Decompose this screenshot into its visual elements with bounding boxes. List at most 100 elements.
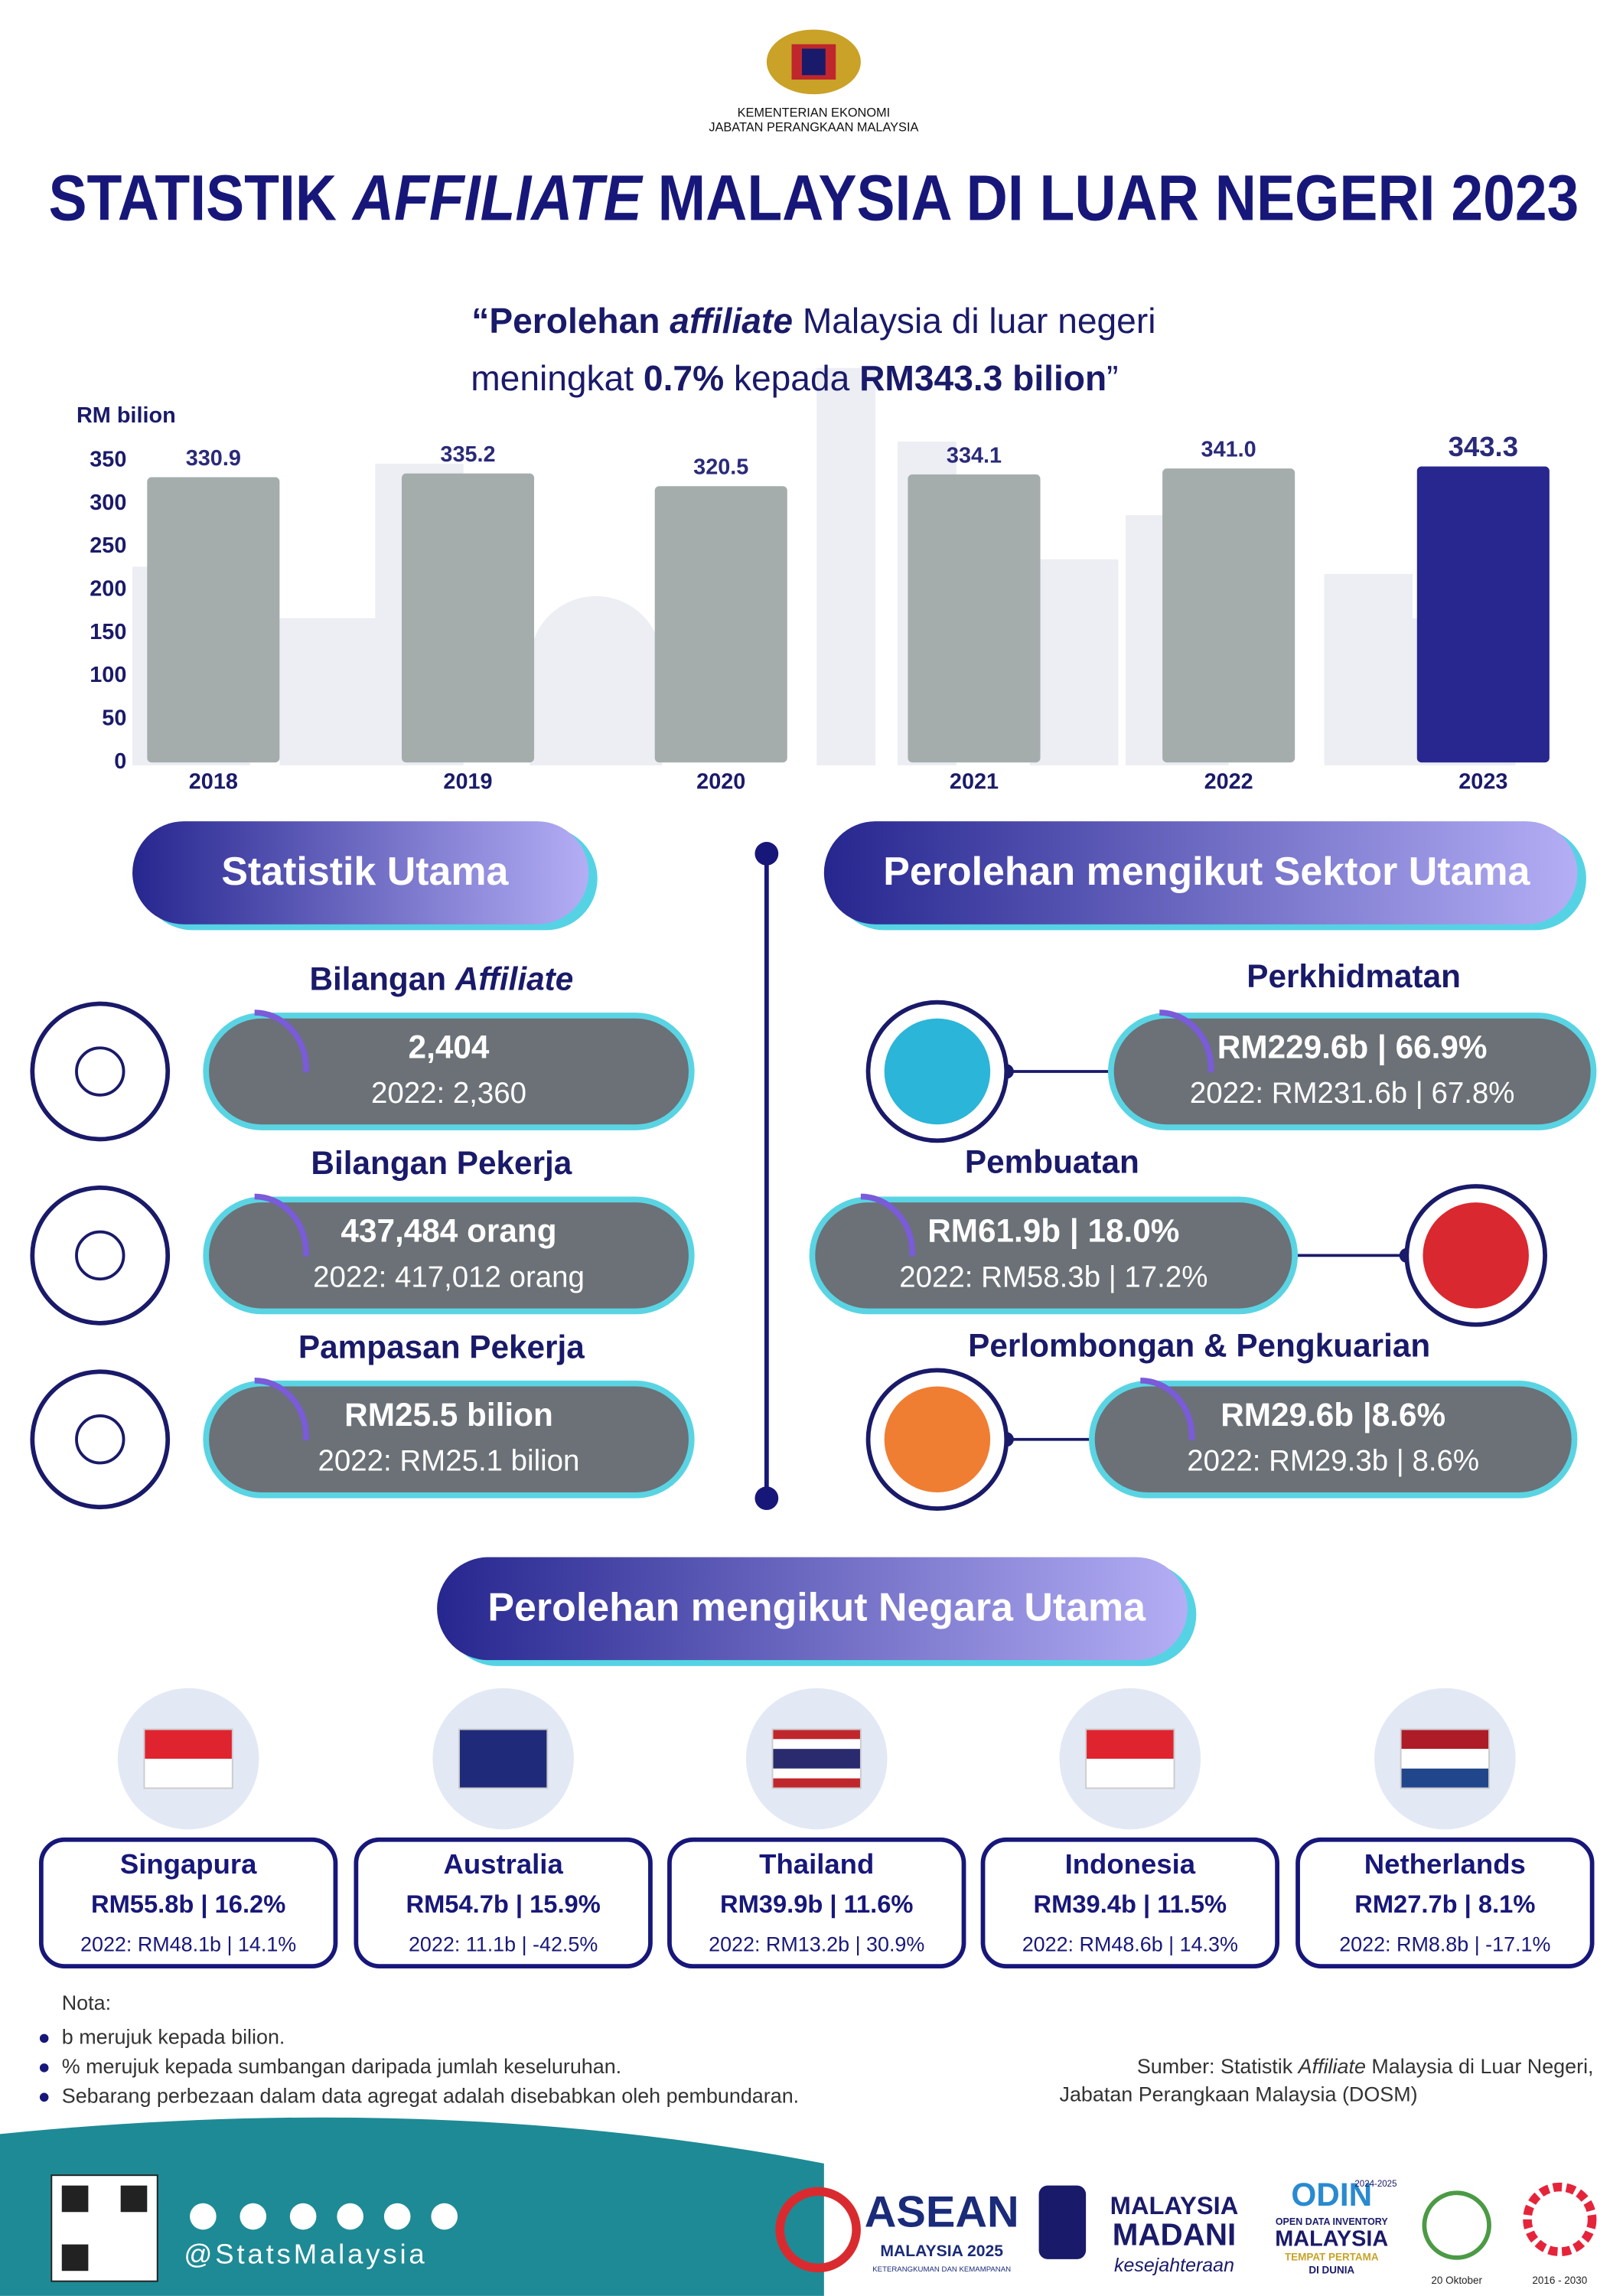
flag xyxy=(1400,1729,1490,1750)
value-label: 341.0 xyxy=(1201,438,1256,462)
note: b merujuk kepada bilion. xyxy=(62,2025,285,2048)
logo xyxy=(775,2187,861,2273)
y-tick-label: 50 xyxy=(102,706,126,731)
country-value: RM55.8b | 16.2% xyxy=(91,1890,285,1918)
stat-icon xyxy=(75,1230,125,1281)
stat-label-part: Pampasan Pekerja xyxy=(298,1329,585,1365)
quote-line: “Perolehan affiliate Malaysia di luar ne… xyxy=(471,301,1155,341)
quote-part: kepada xyxy=(724,358,859,398)
note: Sebarang perbezaan dalam data agregat ad… xyxy=(62,2084,799,2107)
source: Sumber: Statistik Affiliate Malaysia di … xyxy=(1137,2055,1594,2078)
y-tick-label: 200 xyxy=(90,577,126,602)
value-label: 330.9 xyxy=(186,446,241,471)
quote-part: “Perolehan xyxy=(471,301,670,341)
quote-part: affiliate xyxy=(670,301,793,341)
value-card-accent xyxy=(1105,1009,1214,1133)
source-part: Sumber: Statistik xyxy=(1137,2055,1299,2078)
notes-title: Nota: xyxy=(62,1991,111,2014)
country-previous: 2022: RM48.6b | 14.3% xyxy=(1022,1932,1238,1955)
previous-value: 2022: RM58.3b | 17.2% xyxy=(899,1261,1207,1293)
skyline xyxy=(132,367,1516,766)
country-previous: 2022: RM8.8b | -17.1% xyxy=(1339,1932,1550,1955)
footer-wave xyxy=(0,2117,824,2296)
flag xyxy=(458,1729,548,1789)
y-tick-label: 100 xyxy=(90,663,126,687)
source: Jabatan Perangkaan Malaysia (DOSM) xyxy=(1060,2082,1418,2105)
sector-name: Perlombongan & Pengkuarian xyxy=(968,1328,1430,1364)
stat-label: Bilangan Pekerja xyxy=(311,1145,572,1181)
flag-border xyxy=(1400,1728,1490,1789)
country-name: Netherlands xyxy=(1364,1848,1526,1880)
country-value: RM27.7b | 8.1% xyxy=(1354,1890,1535,1918)
country-card xyxy=(980,1837,1279,1969)
value: 2,404 xyxy=(409,1029,490,1065)
logo-text: MALAYSIA xyxy=(1275,2226,1388,2251)
logo-text: 2024-2025 xyxy=(1354,2180,1396,2189)
bar xyxy=(1162,468,1295,763)
quote-part: Malaysia di luar negeri xyxy=(793,301,1155,341)
stat-icon xyxy=(30,1001,171,1142)
logo xyxy=(1038,2185,1087,2259)
note: % merujuk kepada sumbangan daripada juml… xyxy=(62,2055,621,2078)
section-header xyxy=(132,821,589,925)
bar xyxy=(908,474,1041,763)
logo-text: MALAYSIA xyxy=(1110,2191,1239,2219)
quote-line: meningkat 0.7% kepada RM343.3 bilion” xyxy=(471,358,1118,398)
value-label: 343.3 xyxy=(1449,431,1518,462)
logo-text: TEMPAT PERTAMA xyxy=(1285,2251,1379,2262)
bar xyxy=(1416,466,1550,763)
notes: b merujuk kepada bilion. % merujuk kepada… xyxy=(39,2025,799,2107)
y-tick-label: 250 xyxy=(90,533,126,558)
flag xyxy=(772,1729,861,1740)
flag xyxy=(144,1729,233,1760)
previous-value: 2022: RM231.6b | 67.8% xyxy=(1190,1077,1515,1110)
title-part: MALAYSIA DI LUAR NEGERI 2023 xyxy=(642,161,1579,234)
stat-label: Bilangan Affiliate xyxy=(310,961,574,997)
country-value: RM39.9b | 11.6% xyxy=(720,1890,914,1918)
country-card xyxy=(667,1837,966,1969)
bar xyxy=(147,477,280,763)
flag xyxy=(1400,1749,1490,1769)
logo xyxy=(1422,2190,1491,2260)
country-previous: 2022: RM48.1b | 14.1% xyxy=(80,1932,296,1955)
x-tick-label: 2023 xyxy=(1458,770,1507,794)
handle: @StatsMalaysia xyxy=(184,2239,427,2270)
x-tick-label: 2019 xyxy=(443,770,492,794)
logo-text: MADANI xyxy=(1113,2217,1236,2252)
value-card-accent xyxy=(200,1193,309,1318)
bar xyxy=(401,473,535,763)
logo-text: ASEAN xyxy=(865,2187,1019,2236)
value-card-border xyxy=(203,1013,695,1130)
y-tick-label: 350 xyxy=(90,448,126,472)
flag-border xyxy=(1085,1728,1175,1789)
value-card-accent xyxy=(1086,1377,1195,1502)
value-label: 335.2 xyxy=(440,442,495,467)
logo-text: ODIN xyxy=(1291,2177,1372,2213)
quote-part: 0.7% xyxy=(644,358,724,398)
logo xyxy=(1523,2182,1597,2256)
section-header xyxy=(437,1557,1188,1661)
stat-label: Pampasan Pekerja xyxy=(298,1329,585,1365)
x-tick-label: 2022 xyxy=(1204,770,1253,794)
value-card-accent xyxy=(806,1193,916,1318)
sector-icon xyxy=(1423,1202,1529,1309)
main-title: STATISTIK AFFILIATE MALAYSIA DI LUAR NEG… xyxy=(48,161,1579,234)
value-card-border xyxy=(809,1196,1299,1315)
crest xyxy=(766,29,861,95)
qr-code xyxy=(61,2185,89,2213)
logo-text: OPEN DATA INVENTORY xyxy=(1276,2216,1388,2227)
qr-code xyxy=(120,2185,148,2213)
flag-border xyxy=(771,1728,862,1789)
value: 437,484 orang xyxy=(341,1213,556,1249)
value-card-border xyxy=(203,1196,695,1315)
stat-label-part: Bilangan Pekerja xyxy=(311,1145,572,1181)
stat-icon xyxy=(30,1186,171,1326)
y-axis-label: RM bilion xyxy=(77,403,176,428)
value-card-accent xyxy=(200,1377,309,1502)
section-title: Statistik Utama xyxy=(221,850,509,894)
flag xyxy=(1400,1768,1490,1789)
previous-value: 2022: RM25.1 bilion xyxy=(318,1445,580,1478)
quote-part: ” xyxy=(1106,358,1118,398)
value-label: 334.1 xyxy=(947,443,1002,468)
value: RM61.9b | 18.0% xyxy=(927,1213,1179,1250)
